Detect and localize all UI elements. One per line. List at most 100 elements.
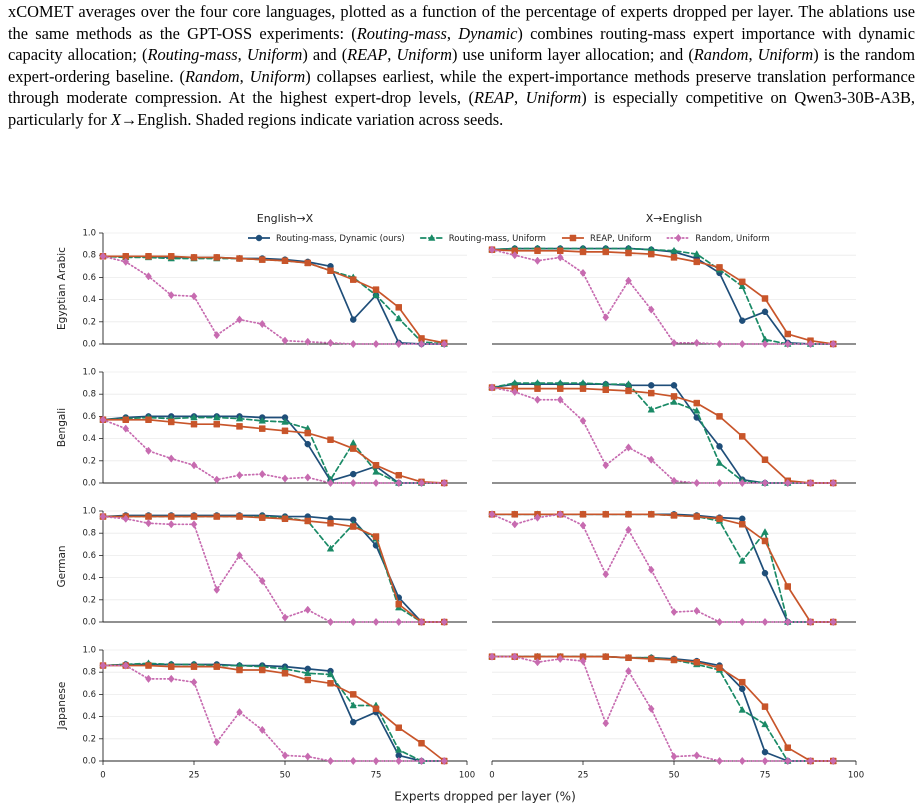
marker	[236, 551, 243, 560]
marker	[168, 418, 175, 426]
marker	[670, 656, 678, 664]
marker	[761, 478, 769, 488]
marker	[579, 268, 587, 278]
marker	[440, 617, 448, 627]
marker	[784, 478, 792, 488]
legend-marker	[675, 233, 682, 243]
marker	[281, 474, 289, 483]
marker	[145, 272, 152, 281]
series-line	[491, 248, 835, 345]
marker	[99, 252, 107, 261]
series-line	[102, 515, 446, 623]
caption-text: ,	[237, 45, 247, 65]
marker	[648, 655, 655, 663]
marker	[122, 424, 130, 433]
marker	[602, 248, 609, 256]
marker	[190, 461, 198, 470]
marker	[648, 250, 655, 258]
marker	[761, 295, 769, 302]
series-line	[102, 514, 445, 623]
marker	[648, 382, 655, 389]
marker	[304, 429, 311, 437]
legend-label: Routing-mass, Dynamic (ours)	[276, 234, 405, 244]
marker	[556, 510, 564, 519]
legend-item: Routing-mass, Uniform	[419, 233, 546, 244]
marker	[349, 478, 357, 488]
marker	[258, 319, 266, 329]
caption-emphasis: Uniform	[246, 45, 303, 65]
marker	[511, 247, 518, 255]
marker	[488, 383, 496, 392]
marker	[648, 389, 655, 397]
marker	[761, 537, 769, 545]
marker	[327, 478, 334, 488]
marker	[625, 443, 632, 452]
marker	[738, 282, 746, 290]
marker	[738, 705, 746, 713]
marker	[372, 467, 380, 475]
marker	[213, 663, 220, 670]
marker	[350, 316, 357, 323]
caption-text: ) collapses earliest, while the expert-i…	[8, 66, 915, 108]
marker	[693, 399, 700, 407]
marker	[440, 339, 448, 349]
caption-emphasis: Random	[693, 45, 749, 65]
y-tick-label: 0.2	[82, 734, 96, 744]
subplot: 0.0 0.2 0.4 0.6 0.8 1.0 0 25 50 75 100 Japanese	[56, 646, 475, 781]
y-tick-label: 1.0	[82, 229, 96, 239]
marker	[350, 718, 357, 726]
marker	[670, 393, 678, 400]
caption-emphasis: X	[110, 109, 121, 129]
y-tick-label: 0.4	[82, 295, 96, 305]
marker	[716, 617, 723, 627]
marker	[807, 756, 814, 766]
marker	[829, 756, 837, 766]
series-line	[102, 664, 446, 762]
caption-emphasis: Dynamic	[458, 23, 518, 43]
caption-text: ) is especially competitive on Qwen3-30B…	[8, 88, 915, 129]
y-tick-label: 0.8	[82, 529, 96, 539]
x-tick-label: 25	[578, 771, 589, 781]
marker	[213, 331, 221, 340]
marker	[236, 255, 243, 262]
marker	[258, 416, 266, 424]
marker	[213, 420, 220, 428]
y-tick-label: 0.0	[82, 479, 96, 489]
marker	[625, 387, 632, 395]
marker	[145, 513, 152, 520]
marker	[395, 339, 403, 349]
marker	[327, 617, 334, 627]
marker	[213, 475, 221, 484]
marker	[350, 523, 357, 530]
marker	[304, 605, 312, 614]
marker	[190, 513, 198, 520]
subplot	[488, 371, 856, 488]
marker	[670, 338, 678, 347]
marker	[739, 278, 746, 286]
legend-marker	[428, 233, 436, 241]
caption-emphasis: REAP	[473, 88, 515, 108]
marker	[739, 515, 746, 523]
marker	[372, 461, 380, 469]
caption-text: ) use uniform layer allocation; and (	[452, 45, 694, 65]
x-tick-label: 25	[189, 771, 200, 781]
marker	[395, 617, 403, 627]
marker	[372, 705, 380, 713]
marker	[145, 662, 152, 669]
marker	[122, 416, 129, 423]
series-line	[491, 386, 834, 484]
marker	[145, 416, 152, 423]
marker	[761, 756, 769, 766]
x-tick-label: 100	[459, 771, 475, 781]
marker	[761, 339, 769, 349]
caption-emphasis: Routing-mass	[147, 45, 238, 65]
subplot-title: X→English	[646, 212, 703, 225]
marker	[213, 413, 221, 421]
marker	[557, 385, 564, 392]
marker	[488, 510, 496, 519]
series-line	[492, 513, 834, 623]
marker	[602, 511, 609, 518]
series-line	[491, 248, 834, 345]
marker	[440, 756, 448, 766]
marker	[670, 752, 678, 761]
